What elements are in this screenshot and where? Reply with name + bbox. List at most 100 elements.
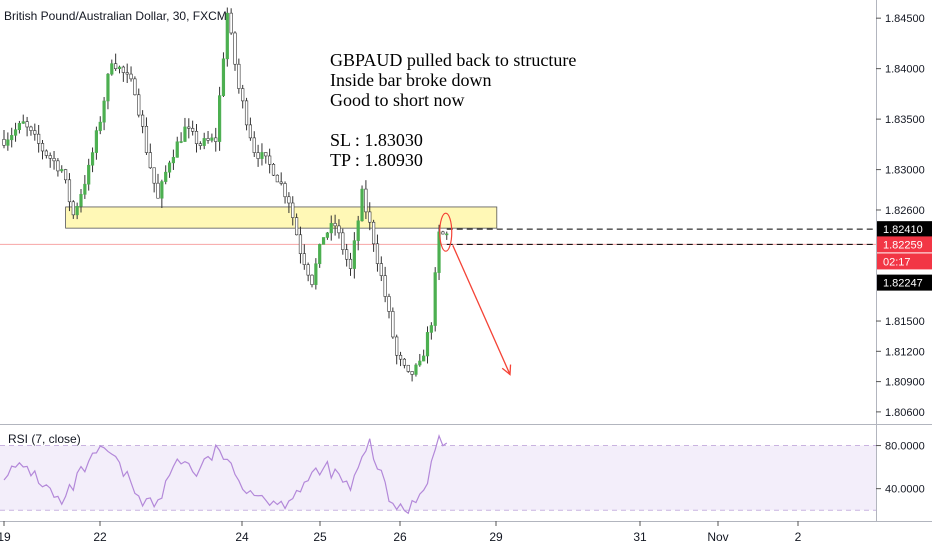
candle-body — [360, 188, 364, 222]
candle-body — [133, 78, 137, 96]
candle-body — [325, 232, 330, 238]
candle-body — [6, 139, 10, 146]
time-tick-label: 31 — [633, 530, 647, 544]
candle-body — [87, 164, 91, 185]
candle-body — [291, 202, 295, 218]
candle-body — [333, 223, 337, 227]
candle-body — [148, 152, 152, 169]
rsi-tick-label: 80.0000 — [885, 441, 925, 453]
price-tick-label: 1.80900 — [885, 377, 925, 389]
candle-body — [156, 182, 160, 199]
candle-body — [437, 231, 441, 273]
candle-body — [221, 58, 226, 96]
candle-body — [352, 240, 356, 269]
candle-body — [298, 234, 303, 254]
rsi-band — [0, 445, 876, 511]
time-tick-label: 29 — [489, 530, 503, 544]
candle-body — [110, 63, 114, 75]
candle-body — [160, 181, 164, 199]
candle-body — [25, 121, 29, 128]
price-tick-label: 1.80600 — [885, 407, 925, 419]
countdown-badge: 02:17 — [883, 256, 911, 268]
candle-body — [445, 233, 449, 236]
candle-body — [2, 139, 6, 146]
candle-body — [129, 73, 133, 80]
price-tick-label: 1.82600 — [885, 205, 925, 217]
candle-body — [306, 264, 310, 276]
candle-body — [64, 169, 68, 181]
candle-body — [10, 135, 14, 141]
candle-body — [329, 223, 333, 234]
price-tick-label: 1.83500 — [885, 114, 925, 126]
annotation-line-3: Good to short now — [330, 90, 465, 110]
candle-body — [237, 63, 241, 89]
sl-price-badge: 1.82410 — [883, 224, 923, 236]
candle-body — [233, 32, 237, 65]
time-tick-label: 24 — [235, 530, 249, 544]
current-price-badge: 1.82259 — [883, 239, 923, 251]
support-zone — [65, 206, 498, 229]
candle-body — [171, 157, 176, 164]
candle-body — [117, 66, 122, 70]
candle-body — [256, 152, 260, 159]
candle-body — [341, 232, 345, 250]
candle-body — [52, 158, 56, 162]
candle-body — [79, 194, 83, 207]
candle-body — [206, 138, 210, 141]
candle-body — [17, 123, 22, 131]
candle-body — [375, 243, 380, 264]
inside-bar-circle — [439, 212, 453, 252]
candle-body — [125, 72, 129, 75]
candle-body — [94, 130, 98, 153]
candle-body — [141, 114, 145, 127]
annotation-sl: SL : 1.83030 — [330, 130, 423, 150]
candle-body — [144, 125, 149, 153]
candle-body — [371, 221, 376, 245]
candle-body — [391, 311, 395, 338]
chart-title: British Pound/Australian Dollar, 30, FXC… — [4, 9, 227, 23]
time-tick-label: 26 — [393, 530, 407, 544]
candle-body — [106, 73, 110, 102]
rsi-label: RSI (7, close) — [8, 432, 81, 446]
candle-body — [13, 129, 18, 136]
candle-body — [422, 355, 426, 362]
candle-body — [152, 167, 156, 184]
candle-body — [248, 124, 253, 139]
candle-body — [241, 88, 245, 102]
candle-body — [83, 183, 87, 195]
candle-body — [98, 121, 102, 131]
candle-body — [71, 201, 75, 216]
candle-body — [425, 332, 430, 357]
candle-body — [218, 95, 222, 142]
candle-body — [67, 179, 72, 203]
candle-body — [287, 196, 291, 204]
price-tick-label: 1.84000 — [885, 64, 925, 76]
candle-body — [191, 128, 195, 132]
time-tick-label: 19 — [0, 530, 11, 544]
candle-body — [194, 130, 199, 144]
candle-body — [275, 174, 279, 183]
candle-body — [56, 160, 60, 172]
candle-body — [279, 181, 283, 184]
candle-body — [175, 141, 179, 158]
candle-body — [198, 143, 202, 146]
candle-body — [167, 162, 172, 173]
time-tick-label: 2 — [795, 530, 802, 544]
candle-body — [37, 133, 41, 144]
candle-body — [21, 121, 25, 124]
price-tick-label: 1.84500 — [885, 13, 925, 25]
candle-body — [310, 274, 314, 285]
candle-body — [368, 211, 372, 223]
time-tick-label: Nov — [707, 530, 728, 544]
candle-body — [114, 63, 118, 70]
candle-body — [260, 152, 264, 159]
sl-price-badge-bg — [877, 221, 932, 238]
short-arrow-head — [501, 364, 512, 376]
candle-body — [264, 152, 268, 157]
candle-body — [348, 258, 353, 269]
candle-body — [121, 66, 125, 73]
candle-body — [29, 126, 33, 131]
rsi-line — [3, 433, 448, 515]
